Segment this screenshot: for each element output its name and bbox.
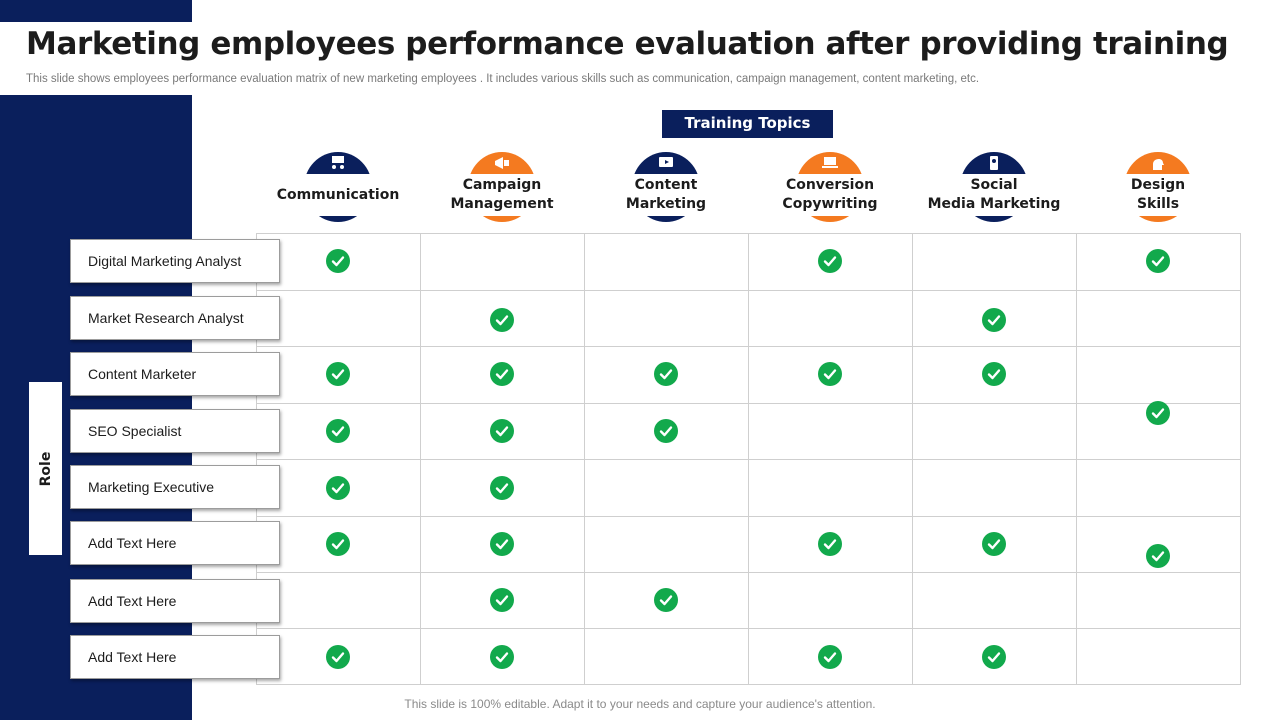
grid-row-divider — [257, 572, 1240, 573]
topic-label-band: Design Skills — [1076, 174, 1240, 216]
topic-label: Design Skills — [1130, 177, 1186, 212]
check-icon — [1146, 249, 1170, 273]
role-label: Add Text Here — [70, 521, 280, 565]
role-axis-text: Role — [37, 451, 54, 486]
check-icon — [818, 362, 842, 386]
check-icon — [490, 362, 514, 386]
head-idea-icon — [1149, 155, 1167, 171]
role-label: Market Research Analyst — [70, 296, 280, 340]
check-icon — [982, 532, 1006, 556]
check-icon — [326, 532, 350, 556]
check-icon — [490, 645, 514, 669]
topic-label: Social Media Marketing — [927, 177, 1061, 212]
check-icon — [490, 532, 514, 556]
topic-label: Content Marketing — [625, 177, 707, 212]
role-label: Digital Marketing Analyst — [70, 239, 280, 283]
check-icon — [326, 249, 350, 273]
topic-header: Communication — [256, 152, 420, 224]
check-icon — [490, 476, 514, 500]
grid-row-divider — [257, 346, 1240, 347]
topic-header: Campaign Management — [420, 152, 584, 224]
role-axis-label: Role — [29, 382, 62, 555]
check-icon — [326, 362, 350, 386]
check-icon — [1146, 401, 1170, 425]
check-icon — [326, 476, 350, 500]
topic-label: Campaign Management — [450, 177, 554, 212]
role-label: SEO Specialist — [70, 409, 280, 453]
check-icon — [490, 308, 514, 332]
team-presentation-icon — [329, 155, 347, 171]
grid-row-divider — [257, 290, 1240, 291]
role-label: Add Text Here — [70, 579, 280, 623]
grid-row-divider — [257, 403, 1240, 404]
topic-label-band: Communication — [256, 174, 420, 216]
role-label: Add Text Here — [70, 635, 280, 679]
check-icon — [326, 645, 350, 669]
topic-header: Social Media Marketing — [912, 152, 1076, 224]
check-icon — [1146, 544, 1170, 568]
slide-footer: This slide is 100% editable. Adapt it to… — [404, 697, 876, 711]
topic-label: Communication — [276, 186, 400, 203]
video-content-icon — [657, 155, 675, 171]
laptop-copy-icon — [821, 155, 839, 171]
check-icon — [982, 362, 1006, 386]
check-icon — [490, 419, 514, 443]
topic-label-band: Campaign Management — [420, 174, 584, 216]
training-topics-label: Training Topics — [662, 110, 833, 138]
topic-header: Design Skills — [1076, 152, 1240, 224]
check-icon — [654, 588, 678, 612]
topic-header: Conversion Copywriting — [748, 152, 912, 224]
slide-title: Marketing employees performance evaluati… — [26, 26, 1229, 62]
grid-row-divider — [257, 628, 1240, 629]
role-label: Content Marketer — [70, 352, 280, 396]
check-icon — [818, 249, 842, 273]
top-accent-strip — [0, 0, 192, 22]
check-icon — [818, 645, 842, 669]
megaphone-icon — [493, 155, 511, 171]
check-icon — [490, 588, 514, 612]
topic-label-band: Conversion Copywriting — [748, 174, 912, 216]
topic-header: Content Marketing — [584, 152, 748, 224]
check-icon — [654, 419, 678, 443]
slide-subtitle: This slide shows employees performance e… — [26, 73, 980, 85]
check-icon — [654, 362, 678, 386]
grid-row-divider — [257, 516, 1240, 517]
evaluation-grid — [256, 233, 1241, 685]
check-icon — [326, 419, 350, 443]
topic-label-band: Social Media Marketing — [912, 174, 1076, 216]
mobile-social-icon — [985, 155, 1003, 171]
check-icon — [982, 308, 1006, 332]
topic-label: Conversion Copywriting — [782, 177, 878, 212]
check-icon — [982, 645, 1006, 669]
grid-row-divider — [257, 459, 1240, 460]
check-icon — [818, 532, 842, 556]
role-label: Marketing Executive — [70, 465, 280, 509]
topic-label-band: Content Marketing — [584, 174, 748, 216]
